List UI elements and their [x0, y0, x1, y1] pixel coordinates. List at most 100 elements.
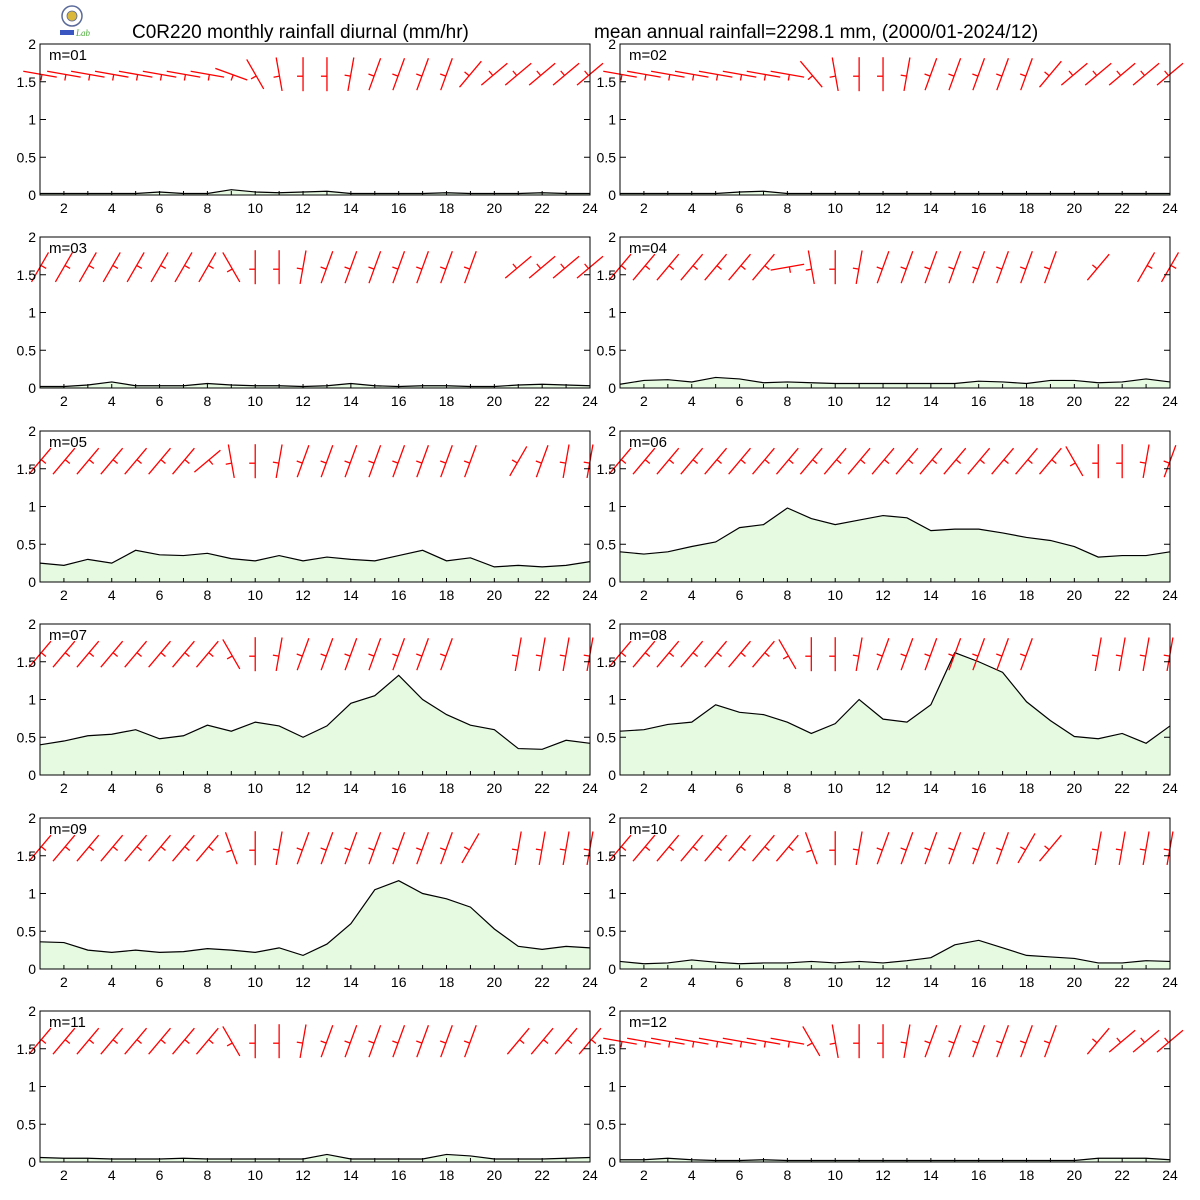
wind-barb: [416, 1025, 430, 1058]
wind-barb: [855, 831, 863, 866]
wind-barb-tick: [439, 460, 447, 464]
wind-barb: [195, 640, 219, 668]
wind-barb: [562, 831, 570, 866]
wind-barb: [807, 250, 815, 285]
x-tick-label: 8: [203, 393, 211, 409]
wind-barb: [650, 70, 685, 78]
wind-barb: [504, 62, 532, 86]
wind-barb: [416, 445, 430, 478]
wind-barb-tick: [40, 652, 47, 658]
wind-barb-tick: [112, 459, 119, 465]
x-tick-label: 14: [343, 780, 359, 796]
wind-barb-tick: [160, 459, 166, 465]
wind-barb: [296, 832, 310, 865]
wind-barb: [124, 834, 148, 862]
wind-barb: [344, 251, 358, 284]
x-tick-label: 4: [688, 780, 696, 796]
wind-barb-tick: [88, 459, 95, 465]
y-tick-label: 0.5: [597, 149, 617, 165]
rainfall-line: [39, 880, 591, 957]
wind-barb: [900, 638, 914, 671]
month-label: m=05: [49, 434, 87, 451]
wind-barb-tick: [787, 1041, 791, 1048]
wind-barb: [368, 58, 382, 91]
wind-barb-tick: [416, 1040, 423, 1044]
wind-barb-tick: [644, 459, 651, 465]
wind-barb-tick: [764, 846, 770, 852]
wind-barb-tick: [1164, 70, 1169, 76]
x-tick-label: 24: [582, 393, 598, 409]
y-tick-label: 1.5: [597, 1041, 617, 1057]
wind-barb-tick: [184, 264, 190, 270]
x-tick-label: 16: [971, 974, 987, 990]
y-tick-label: 1: [608, 499, 616, 515]
wind-barb: [1142, 637, 1150, 672]
wind-barb-tick: [859, 459, 866, 465]
wind-barb-tick: [136, 264, 143, 270]
wind-barb-tick: [1115, 654, 1122, 657]
x-tick-label: 10: [827, 780, 843, 796]
wind-barb: [722, 1037, 757, 1045]
wind-barb: [368, 445, 382, 478]
wind-barb-tick: [226, 268, 233, 273]
wind-barb-tick: [64, 74, 67, 81]
wind-barb-tick: [463, 846, 470, 851]
wind-barb: [799, 60, 823, 88]
x-tick-label: 6: [156, 393, 164, 409]
y-tick-label: 1.5: [17, 267, 37, 283]
x-tick-label: 14: [923, 780, 939, 796]
x-tick-label: 18: [1019, 200, 1035, 216]
wind-barb-tick: [392, 73, 399, 77]
wind-barb-tick: [208, 264, 214, 270]
y-tick-label: 1: [608, 112, 616, 128]
wind-barb: [440, 1025, 453, 1058]
wind-barb: [440, 251, 453, 284]
wind-barb: [656, 253, 680, 281]
wind-barb: [770, 1037, 805, 1045]
wind-barb-tick: [536, 70, 542, 76]
wind-barb: [1094, 831, 1102, 866]
rainfall-line: [620, 190, 1170, 195]
wind-barb: [967, 447, 991, 475]
wind-barb-tick: [488, 70, 494, 76]
wind-barb-tick: [716, 459, 722, 465]
wind-barb-tick: [692, 652, 699, 658]
panel-m-02: 00.511.522 4 6 8 10 12 14 16 18 20 22 24m=02: [597, 36, 1184, 216]
x-tick-label: 20: [487, 780, 503, 796]
wind-barb: [704, 834, 728, 862]
x-tick-label: 22: [534, 780, 550, 796]
wind-barb: [1137, 252, 1156, 283]
wind-barb: [118, 70, 153, 78]
x-tick-label: 20: [487, 1167, 503, 1183]
wind-barb: [76, 640, 100, 668]
wind-barb-tick: [829, 75, 836, 78]
wind-barb-tick: [788, 266, 792, 273]
x-tick-label: 10: [247, 200, 263, 216]
wind-barb: [368, 1025, 382, 1058]
wind-barb-tick: [876, 653, 883, 657]
y-tick-label: 1: [608, 692, 616, 708]
x-tick-label: 2: [640, 1167, 648, 1183]
x-tick-label: 2: [60, 780, 68, 796]
wind-barb: [996, 251, 1010, 284]
wind-barb: [752, 834, 775, 862]
wind-barb-tick: [1019, 73, 1027, 77]
wind-barb-tick: [183, 74, 187, 81]
wind-barb: [172, 1027, 195, 1055]
panel-m-12: 00.511.522 4 6 8 10 12 14 16 18 20 22 24m=12: [597, 1003, 1184, 1183]
panel-frame: [619, 817, 1171, 970]
wind-barb-tick: [88, 846, 95, 852]
x-tick-label: 2: [640, 780, 648, 796]
wind-barb: [100, 834, 124, 862]
wind-barb: [124, 447, 148, 475]
wind-barb-tick: [296, 1041, 303, 1044]
x-tick-label: 4: [688, 393, 696, 409]
wind-barb: [900, 251, 914, 284]
wind-barb-tick: [668, 652, 675, 658]
x-tick-label: 20: [487, 200, 503, 216]
wind-barb: [924, 58, 938, 91]
wind-barb-tick: [1139, 461, 1146, 464]
wind-barb-tick: [924, 653, 931, 657]
wind-barb-tick: [1091, 848, 1099, 851]
wind-barb: [656, 640, 680, 668]
